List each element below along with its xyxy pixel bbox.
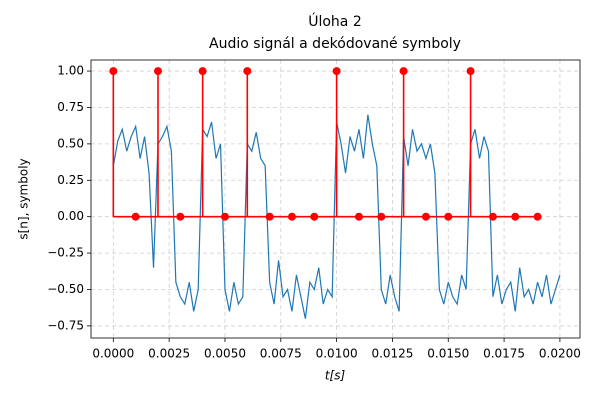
x-tick-label: 0.0050 <box>204 347 246 361</box>
stem-marker <box>287 212 296 221</box>
x-tick-label: 0.0100 <box>316 347 358 361</box>
y-tick-label: −0.50 <box>47 282 84 296</box>
y-tick-label: 1.00 <box>57 64 84 78</box>
y-axis-label: s[n], symboly <box>17 158 31 239</box>
stem-marker <box>377 212 386 221</box>
x-tick-label: 0.0150 <box>427 347 469 361</box>
stem-marker <box>310 212 319 221</box>
stem-marker <box>421 212 430 221</box>
y-tick-label: 0.50 <box>57 136 84 150</box>
y-tick-label: 0.00 <box>57 209 84 223</box>
stem-marker <box>488 212 497 221</box>
stem-marker <box>220 212 229 221</box>
x-tick-label: 0.0125 <box>371 347 413 361</box>
x-tick-label: 0.0175 <box>483 347 525 361</box>
stem-marker <box>399 67 408 76</box>
x-tick-label: 0.0025 <box>148 347 190 361</box>
y-tick-label: −0.75 <box>47 318 84 332</box>
stem-marker <box>109 67 118 76</box>
stem-marker <box>511 212 520 221</box>
plot-frame <box>90 59 581 339</box>
stem-marker <box>444 212 453 221</box>
chart-title: Úloha 2 <box>308 12 362 30</box>
chart-subtitle: Audio signál a dekódované symboly <box>209 36 461 52</box>
stem-marker <box>354 212 363 221</box>
x-tick-label: 0.0000 <box>92 347 134 361</box>
stem-marker <box>466 67 475 76</box>
x-tick-label: 0.0200 <box>539 347 581 361</box>
stem-marker <box>176 212 185 221</box>
y-tick-label: 0.75 <box>57 100 84 114</box>
stem-marker <box>131 212 140 221</box>
x-axis-label: t[s] <box>325 369 346 383</box>
stem-marker <box>153 67 162 76</box>
x-tick-label: 0.0075 <box>260 347 302 361</box>
stem-marker <box>265 212 274 221</box>
stem-marker <box>198 67 207 76</box>
stem-marker <box>332 67 341 76</box>
y-tick-label: −0.25 <box>47 246 84 260</box>
stem-marker <box>533 212 542 221</box>
y-tick-label: 0.25 <box>57 173 84 187</box>
stem-marker <box>243 67 252 76</box>
